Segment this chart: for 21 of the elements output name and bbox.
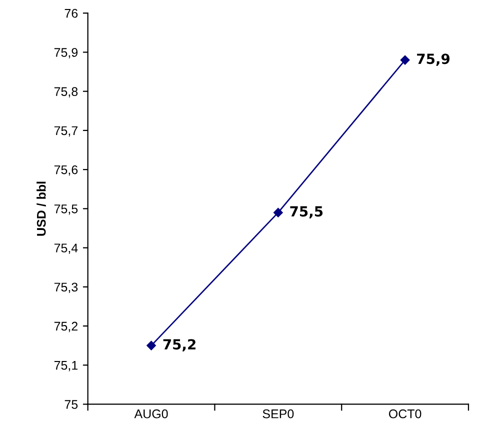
data-label: 75,9: [417, 54, 450, 66]
y-tick-label: 75: [64, 400, 78, 409]
x-tick-label: OCT0: [388, 409, 422, 418]
point: [146, 340, 156, 350]
y-tick-label: 75,3: [54, 282, 78, 294]
x-tick-label: SEP0: [262, 409, 294, 418]
y-tick-label: 75,1: [54, 361, 78, 372]
y-axis-title: USD / bbl: [36, 182, 46, 236]
y-tick-label: 75,2: [54, 322, 78, 332]
y-tick-label: 76: [64, 8, 78, 18]
y-tick-label: 75,9: [54, 48, 78, 58]
x-tick-label: AUG0: [134, 409, 168, 418]
data-label: 75,2: [163, 339, 196, 352]
data-label: 75,5: [290, 206, 323, 218]
y-tick-label: 75,4: [54, 244, 78, 254]
y-tick-label: 75,7: [54, 126, 78, 137]
y-tick-label: 75,6: [54, 165, 78, 176]
point: [274, 208, 283, 218]
point: [400, 55, 410, 65]
y-tick-label: 75,5: [54, 204, 78, 215]
y-tick-label: 75,8: [54, 87, 78, 98]
